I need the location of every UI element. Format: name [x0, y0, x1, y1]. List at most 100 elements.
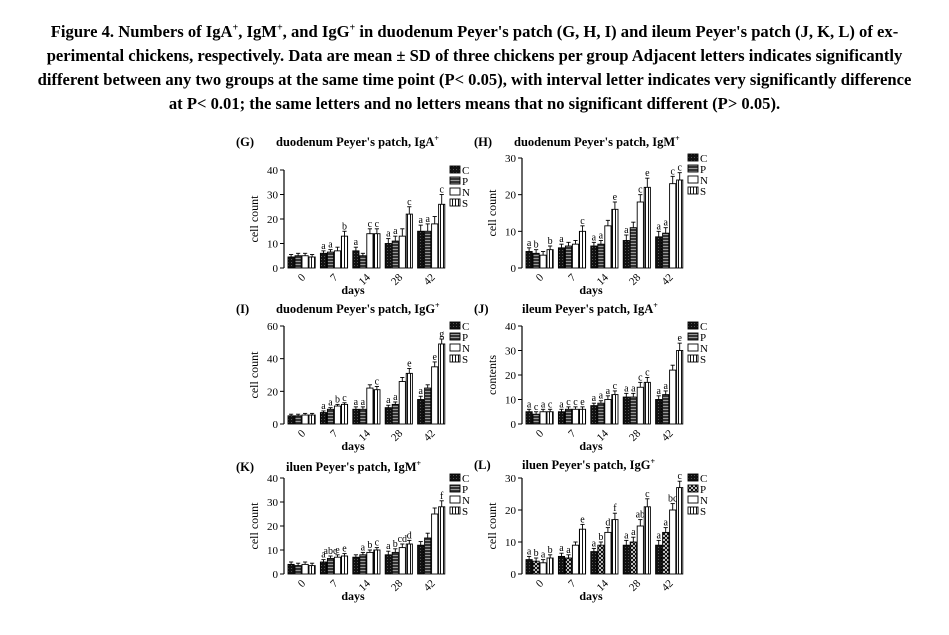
bar-n-7 [333, 556, 342, 575]
bar-s-7 [578, 408, 587, 425]
legend-label-c: C [700, 153, 707, 165]
bar-c-42 [417, 399, 425, 425]
significance-letter: c [548, 399, 553, 410]
y-tick-label: 0 [273, 419, 279, 431]
significance-letter: e [432, 352, 437, 363]
significance-letter: a [566, 545, 571, 556]
bar-n-28 [398, 235, 406, 269]
legend-swatch-n [687, 343, 699, 352]
bar-c-14 [352, 250, 360, 269]
significance-letter: c [677, 471, 682, 482]
panel-i: (I) duodenum Peyer's patch, IgG+ 0 20 40 60 ce… [236, 298, 474, 464]
x-tick-label: 7 [328, 577, 341, 590]
x-tick-label: 42 [421, 428, 437, 444]
bar-p-28 [391, 240, 399, 269]
significance-letter: b [335, 394, 340, 405]
bar-n-0 [539, 411, 547, 425]
significance-letter: a [606, 386, 611, 397]
bar-s-7 [340, 555, 349, 575]
bar-s-7 [340, 235, 349, 269]
caption-line-2: perimental chickens, respectively. Data … [46, 46, 903, 65]
y-tick-label: 40 [267, 165, 279, 177]
x-tick-label: 0 [534, 577, 547, 590]
significance-letter: a [361, 397, 366, 408]
title-superscript: + [435, 301, 440, 310]
panel-label: (K) [236, 460, 254, 474]
x-tick-label: 28 [627, 427, 644, 444]
figure-caption: Figure 4. Numbers of IgA+, IgM+, and IgG… [6, 20, 943, 116]
y-tick-label: 0 [273, 569, 279, 581]
y-axis-label: cell count [485, 189, 499, 237]
panel-j: (J) ileum Peyer's patch, IgA+ 0 10 20 30 40 con… [474, 298, 712, 464]
legend-label-p: P [462, 332, 468, 344]
legend-swatch-c [449, 321, 461, 330]
bar-s-0 [308, 256, 316, 269]
legend-label-s: S [462, 198, 468, 210]
y-tick-label: 0 [511, 419, 517, 431]
bar-n-28 [398, 547, 406, 575]
significance-letter: a [361, 542, 366, 553]
significance-letter: f [613, 503, 617, 514]
bar-c-14 [590, 405, 598, 425]
bar-n-28 [398, 381, 406, 425]
title-superscript: + [675, 134, 680, 143]
title-superscript: + [650, 457, 655, 466]
legend-swatch-s [449, 354, 461, 363]
x-tick-label: 0 [534, 271, 547, 284]
significance-letter: a [592, 232, 597, 243]
legend-swatch-c [449, 473, 461, 482]
significance-letter: a [527, 546, 532, 557]
legend-label-p: P [700, 484, 706, 496]
bar-n-28 [636, 386, 644, 425]
y-tick-label: 0 [273, 263, 279, 275]
bar-p-28 [391, 551, 399, 575]
title-superscript: + [417, 459, 422, 468]
significance-letter: e [613, 192, 618, 203]
legend-label-n: N [462, 187, 470, 199]
significance-letter: b [598, 532, 603, 543]
significance-letter: b [534, 240, 539, 251]
legend-label-s: S [700, 506, 706, 518]
bar-s-14 [373, 389, 381, 425]
legend-label-s: S [700, 186, 706, 198]
chart-svg-l: (L) iluen Peyer's patch, IgG+ 0 10 20 30 cell … [474, 457, 708, 603]
bar-n-7 [571, 408, 580, 425]
significance-letter: a [656, 386, 661, 397]
significance-letter: e [645, 168, 650, 179]
significance-letter: c [638, 185, 643, 196]
legend-swatch-s [449, 198, 461, 207]
legend-label-c: C [462, 473, 469, 485]
bar-s-0 [546, 557, 554, 575]
x-tick-label: 28 [627, 577, 644, 594]
x-axis-label: days [579, 439, 603, 453]
chart-svg-h: (H) duodenum Peyer's patch, IgM+0102030ce… [474, 134, 708, 297]
significance-letter: d [605, 518, 610, 529]
bar-c-14 [590, 551, 598, 575]
bar-s-28 [405, 372, 413, 425]
chart-title: duodenum Peyer's patch, IgM+ [514, 134, 680, 149]
chart-title: duodenum Peyer's patch, IgA+ [276, 134, 439, 149]
significance-letter: a [386, 541, 391, 552]
bar-c-42 [417, 230, 425, 269]
bar-s-42 [676, 487, 684, 575]
bar-n-42 [431, 366, 439, 425]
bar-c-7 [557, 247, 566, 269]
bar-n-7 [571, 243, 580, 269]
significance-letter: a [624, 383, 629, 394]
y-tick-label: 10 [505, 226, 517, 238]
legend-swatch-p [449, 484, 461, 493]
bar-n-14 [366, 387, 374, 425]
bar-n-7 [333, 405, 342, 425]
x-axis-label: days [341, 439, 365, 453]
bar-p-42 [662, 531, 670, 575]
y-tick-label: 0 [511, 263, 517, 275]
significance-letter: a [631, 383, 636, 394]
panel-label: (J) [474, 302, 489, 316]
significance-letter: a [624, 225, 629, 236]
bar-n-42 [669, 509, 677, 575]
legend-swatch-s [687, 354, 699, 363]
legend-swatch-p [687, 332, 699, 341]
significance-letter: a [663, 381, 668, 392]
bar-c-42 [655, 544, 663, 575]
bar-n-14 [604, 531, 612, 575]
